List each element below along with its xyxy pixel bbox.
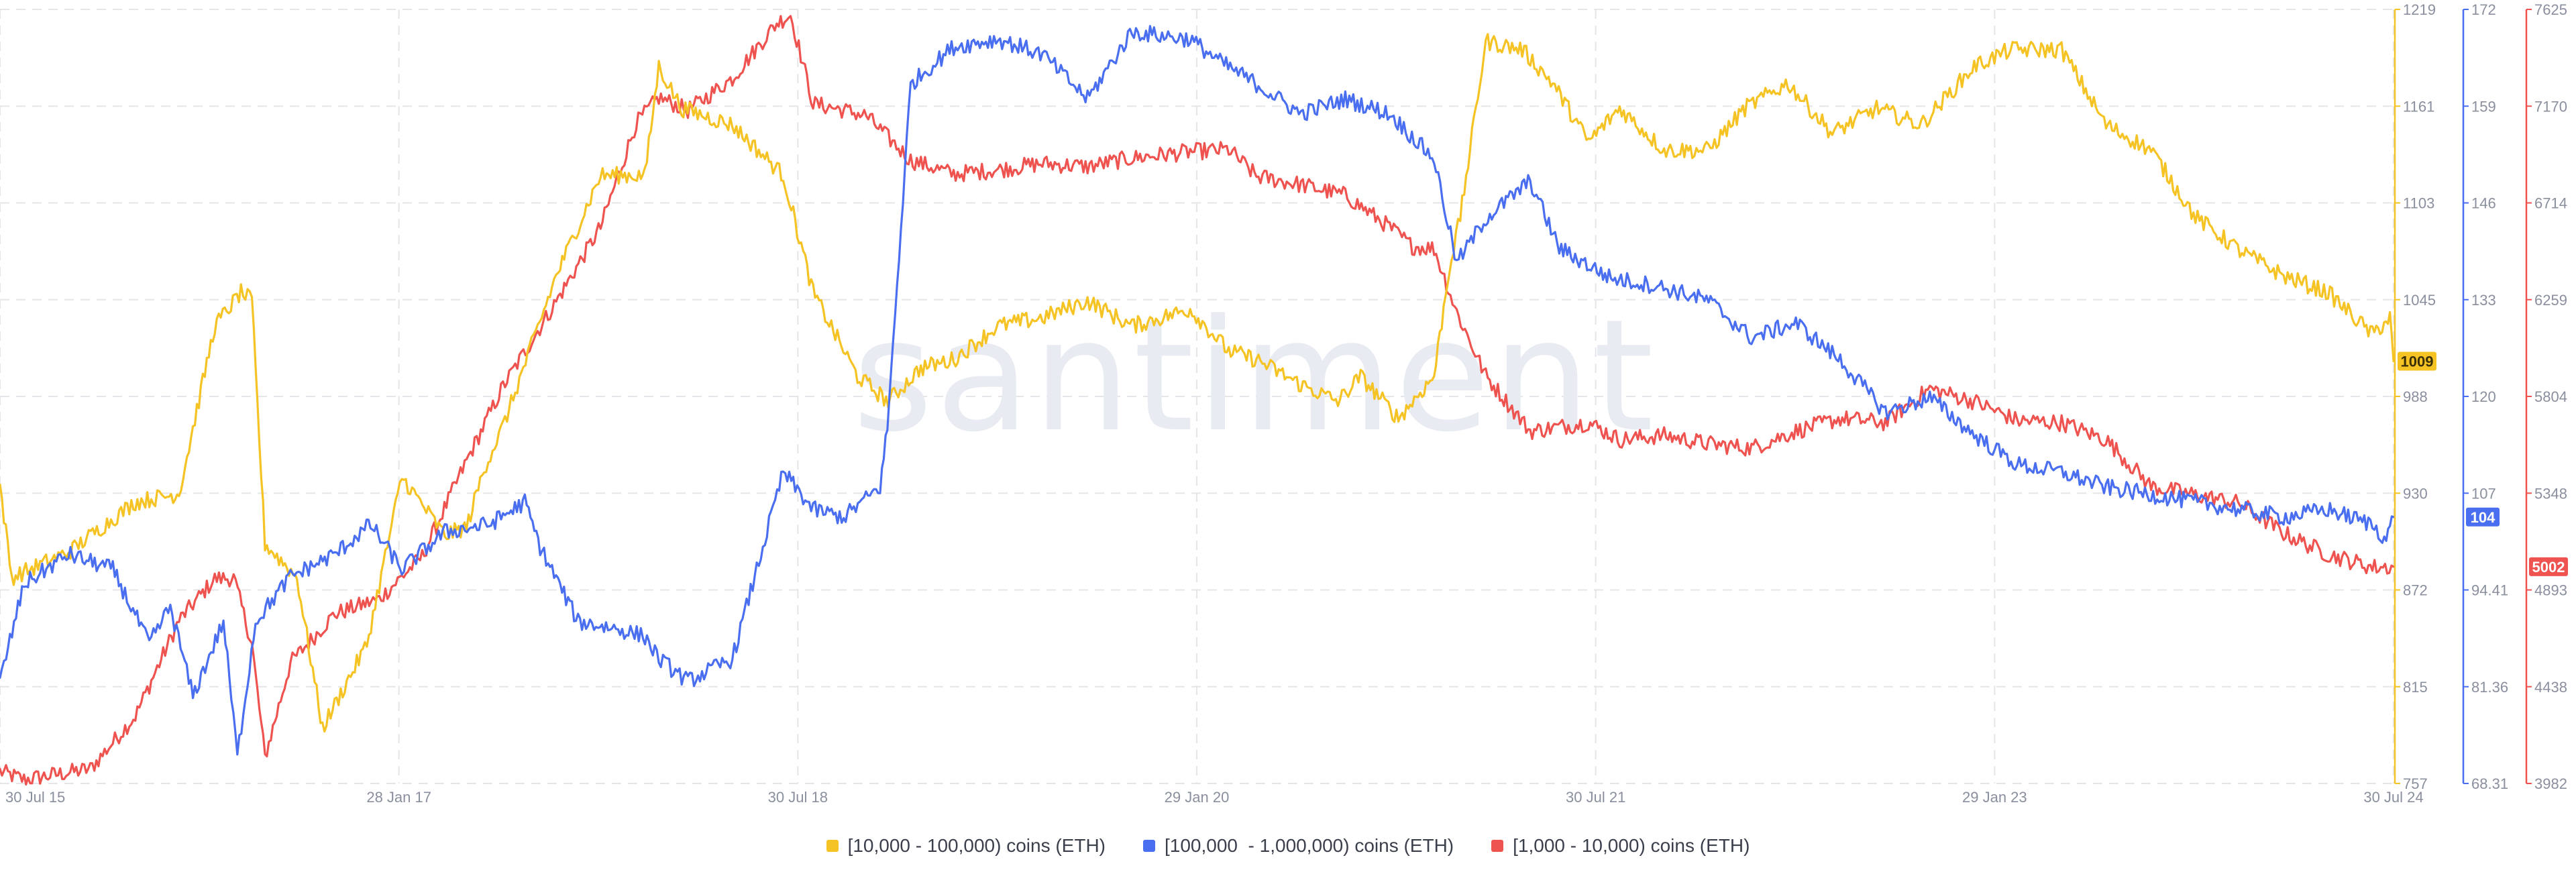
x-tick-label: 29 Jan 23 (1962, 789, 2027, 806)
series-lines (0, 15, 2395, 786)
y-tick-label: 3982 (2534, 775, 2567, 792)
badge-background (2398, 351, 2436, 371)
legend-swatch (1491, 840, 1504, 852)
y-tick-label: 7170 (2534, 98, 2567, 115)
x-tick-label: 30 Jul 21 (1566, 789, 1625, 806)
legend-swatch (826, 840, 839, 852)
legend-label: [1,000 - 10,000) coins (ETH) (1513, 835, 1750, 856)
current-value-badge-1: 104 (2466, 507, 2500, 527)
y-tick-label: 107 (2471, 485, 2496, 502)
y-tick-label: 1161 (2403, 98, 2434, 115)
badge-label: 104 (2471, 509, 2496, 526)
y-tick-label: 1045 (2403, 292, 2436, 309)
badge-label: 1009 (2401, 353, 2434, 370)
legend-label: [100,000 - 1,000,000) coins (ETH) (1165, 835, 1454, 856)
legend-item-1[interactable]: [100,000 - 1,000,000) coins (ETH) (1143, 835, 1454, 857)
y-tick-label: 81.36 (2471, 679, 2508, 696)
badge-label: 5002 (2532, 559, 2565, 576)
y-tick-label: 1219 (2403, 1, 2436, 18)
y-tick-label: 6259 (2534, 292, 2567, 309)
y-tick-label: 872 (2403, 582, 2428, 599)
y-tick-label: 133 (2471, 292, 2496, 309)
y-tick-label: 94.41 (2471, 582, 2508, 599)
y-tick-label: 5348 (2534, 485, 2567, 502)
series-line-2 (0, 15, 2395, 786)
y-tick-label: 159 (2471, 98, 2496, 115)
y-tick-label: 5804 (2534, 388, 2567, 405)
current-value-badges: 1009 104 5002 (2398, 351, 2568, 576)
x-axis: 30 Jul 15 28 Jan 17 30 Jul 18 29 Jan 20 30 J… (5, 789, 2424, 806)
y-tick-label: 988 (2403, 388, 2428, 405)
current-value-badge-0: 1009 (2398, 351, 2436, 371)
badge-background (2529, 557, 2568, 576)
y-axes: 1219 1161 1103 1045 988 930 872 815 757 172 159 146… (2394, 1, 2567, 792)
current-value-badge-2: 5002 (2529, 557, 2568, 576)
y-tick-label: 4893 (2534, 582, 2567, 599)
y-tick-label: 172 (2471, 1, 2496, 18)
x-tick-label: 30 Jul 24 (2363, 789, 2423, 806)
legend-swatch (1143, 840, 1155, 852)
series-line-0 (0, 33, 2395, 733)
y-tick-label: 1103 (2403, 195, 2434, 212)
y-tick-label: 930 (2403, 485, 2428, 502)
y-tick-label: 68.31 (2471, 775, 2508, 792)
legend: [10,000 - 100,000) coins (ETH) [100,000 -… (0, 829, 2576, 863)
watermark-text: santiment (853, 287, 1656, 466)
series-line-1 (0, 25, 2395, 756)
x-tick-label: 30 Jul 18 (768, 789, 828, 806)
y-tick-label: 7625 (2534, 1, 2567, 18)
y-tick-label: 757 (2403, 775, 2428, 792)
y-tick-label: 4438 (2534, 679, 2567, 696)
legend-label: [10,000 - 100,000) coins (ETH) (847, 835, 1106, 856)
y-tick-label: 6714 (2534, 195, 2567, 212)
badge-background (2466, 507, 2500, 527)
grid (0, 9, 2394, 784)
y-tick-label: 815 (2403, 679, 2428, 696)
x-tick-label: 29 Jan 20 (1165, 789, 1230, 806)
y-tick-label: 120 (2471, 388, 2496, 405)
legend-item-2[interactable]: [1,000 - 10,000) coins (ETH) (1491, 835, 1750, 857)
y-tick-label: 146 (2471, 195, 2496, 212)
legend-item-0[interactable]: [10,000 - 100,000) coins (ETH) (826, 835, 1106, 857)
x-tick-label: 28 Jan 17 (366, 789, 431, 806)
x-tick-label: 30 Jul 15 (5, 789, 65, 806)
